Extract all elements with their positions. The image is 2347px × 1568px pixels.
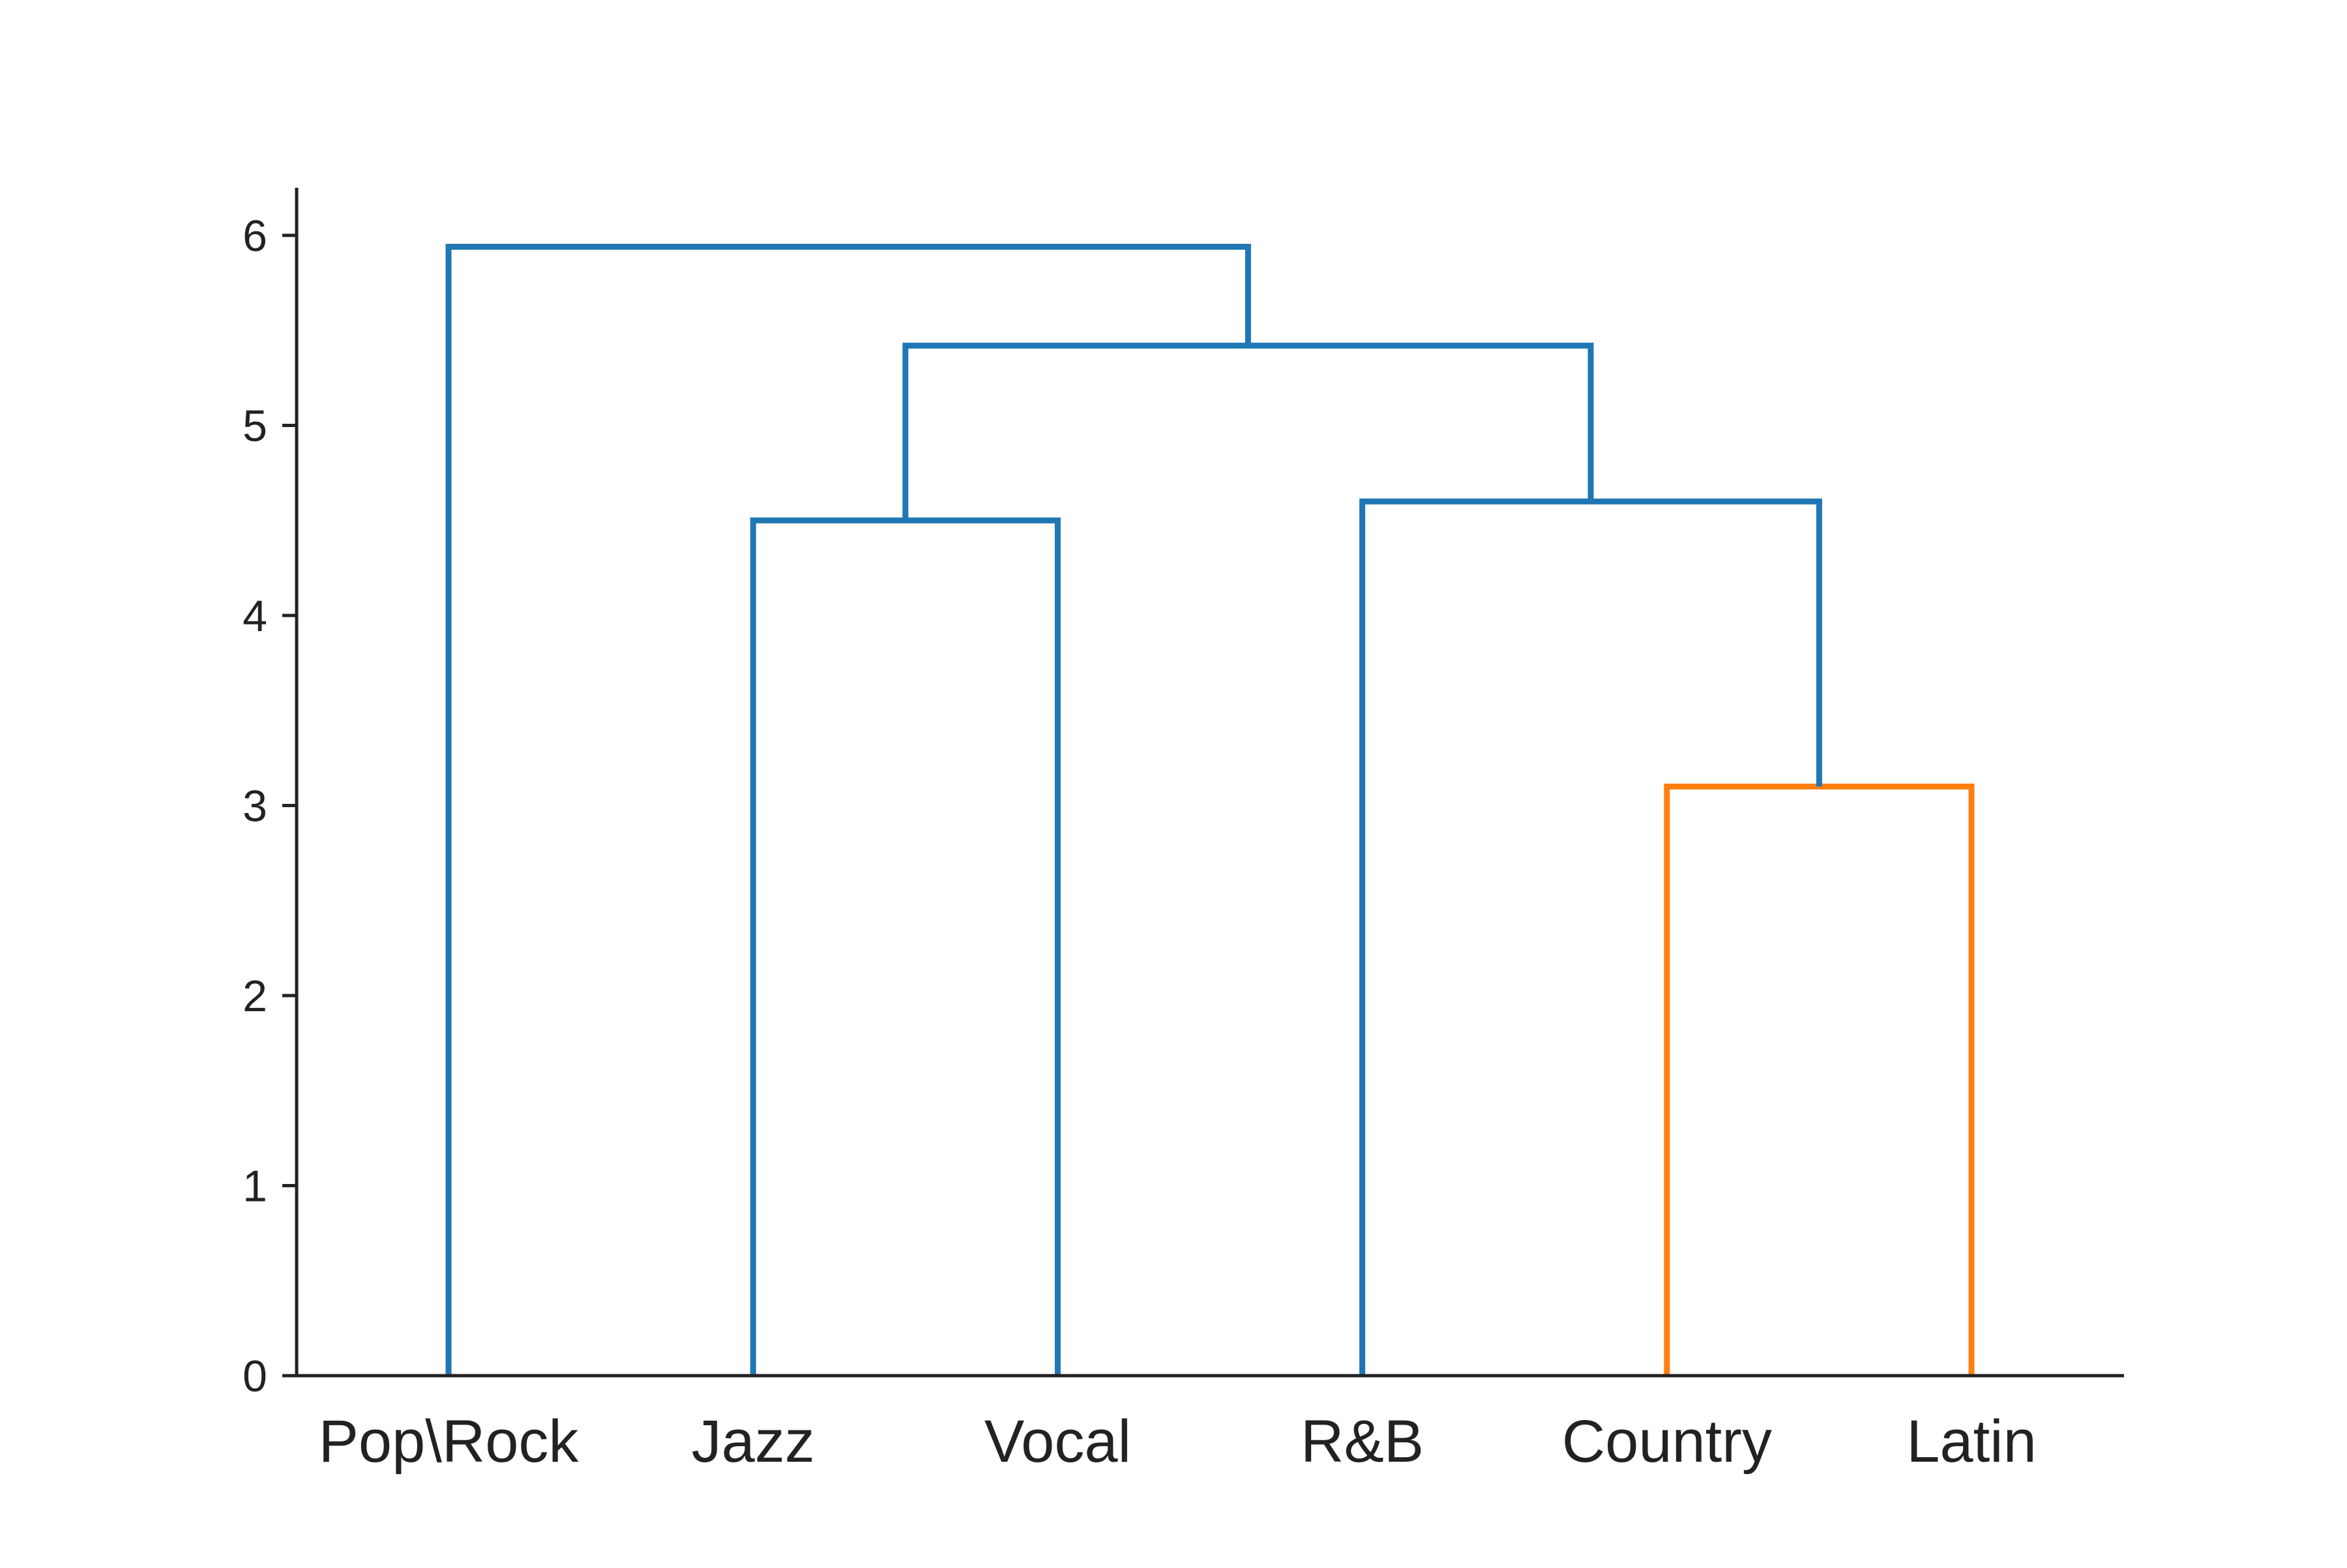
y-tick-label: 0 (243, 1352, 267, 1401)
y-tick-label: 2 (243, 971, 267, 1021)
y-tick-label: 5 (243, 402, 267, 451)
dendrogram-link-4 (902, 342, 1594, 521)
dendrogram-link-2 (750, 517, 1061, 1376)
dendrogram-link-5 (445, 243, 1251, 1376)
x-tick-label: Pop\Rock (319, 1408, 580, 1475)
y-tick-label: 6 (243, 211, 267, 261)
y-tick-label: 4 (243, 591, 267, 641)
x-axis-labels: Pop\Rock Jazz Vocal R&B Country Latin (319, 1408, 2037, 1475)
x-tick-label: Jazz (692, 1408, 815, 1475)
x-tick-label: Vocal (984, 1408, 1131, 1475)
x-tick-label: Country (1562, 1408, 1772, 1475)
dendrogram-links (445, 243, 1975, 1376)
x-tick-label: R&B (1301, 1408, 1424, 1475)
y-tick-label: 3 (243, 782, 267, 831)
dendrogram-link-1 (1664, 783, 1975, 1376)
y-tick-label: 1 (243, 1162, 267, 1211)
x-tick-label: Latin (1906, 1408, 2037, 1475)
axes (295, 188, 2124, 1378)
dendrogram-link-3 (1359, 498, 1822, 1376)
y-axis-ticks: 0 1 2 3 4 5 6 (243, 211, 297, 1401)
